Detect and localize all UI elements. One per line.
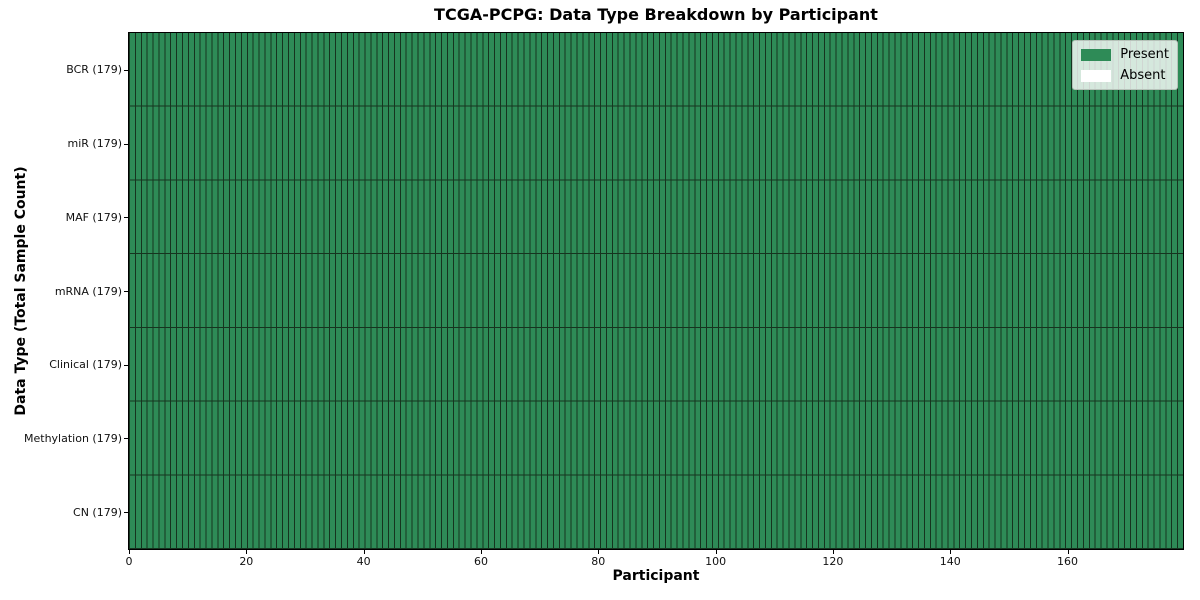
legend-item-absent: Absent bbox=[1081, 68, 1169, 83]
y-tick-label-mir: miR (179) bbox=[67, 137, 123, 151]
y-tick-label-methylation: Methylation (179) bbox=[24, 431, 122, 445]
y-tick-mark bbox=[124, 291, 128, 292]
x-tick-mark bbox=[129, 550, 130, 554]
chart-title: TCGA-PCPG: Data Type Breakdown by Partic… bbox=[434, 5, 878, 24]
legend-swatch-present bbox=[1081, 48, 1112, 61]
x-tick-label-100: 100 bbox=[705, 555, 727, 568]
x-tick-label-20: 20 bbox=[239, 555, 254, 568]
x-tick-label-120: 120 bbox=[822, 555, 844, 568]
x-tick-mark bbox=[832, 550, 834, 554]
legend-label: Absent bbox=[1120, 68, 1166, 83]
x-tick-label-60: 60 bbox=[473, 555, 488, 568]
y-tick-mark bbox=[124, 217, 128, 219]
x-tick-mark bbox=[1067, 550, 1069, 554]
y-tick-mark bbox=[124, 438, 128, 440]
plot-area: Present Absent bbox=[128, 32, 1184, 550]
x-tick-mark bbox=[715, 550, 717, 554]
x-tick-mark bbox=[950, 550, 952, 554]
x-tick-mark bbox=[598, 550, 600, 554]
y-tick-mark bbox=[124, 512, 128, 514]
x-tick-label-80: 80 bbox=[591, 555, 606, 568]
y-tick-mark bbox=[124, 364, 128, 366]
x-tick-label-160: 160 bbox=[1057, 555, 1079, 568]
x-tick-mark bbox=[363, 550, 365, 554]
y-tick-mark bbox=[124, 69, 128, 71]
legend: Present Absent bbox=[1072, 40, 1178, 90]
x-tick-mark bbox=[246, 550, 248, 554]
y-tick-label-cn: CN (179) bbox=[73, 505, 122, 519]
x-tick-mark bbox=[480, 550, 482, 554]
x-tick-label-40: 40 bbox=[356, 555, 371, 568]
y-tick-label-clinical: Clinical (179) bbox=[49, 358, 122, 372]
legend-item-present: Present bbox=[1081, 47, 1169, 62]
x-tick-label-140: 140 bbox=[939, 555, 961, 568]
x-axis-label: Participant bbox=[612, 568, 700, 584]
legend-swatch-absent bbox=[1081, 69, 1112, 82]
y-tick-label-maf: MAF (179) bbox=[65, 210, 122, 224]
legend-label: Present bbox=[1120, 47, 1169, 62]
y-tick-mark bbox=[124, 143, 128, 145]
x-tick-label-0: 0 bbox=[125, 555, 133, 568]
y-tick-label-bcr: BCR (179) bbox=[66, 63, 122, 77]
y-tick-label-mrna: mRNA (179) bbox=[54, 284, 122, 298]
